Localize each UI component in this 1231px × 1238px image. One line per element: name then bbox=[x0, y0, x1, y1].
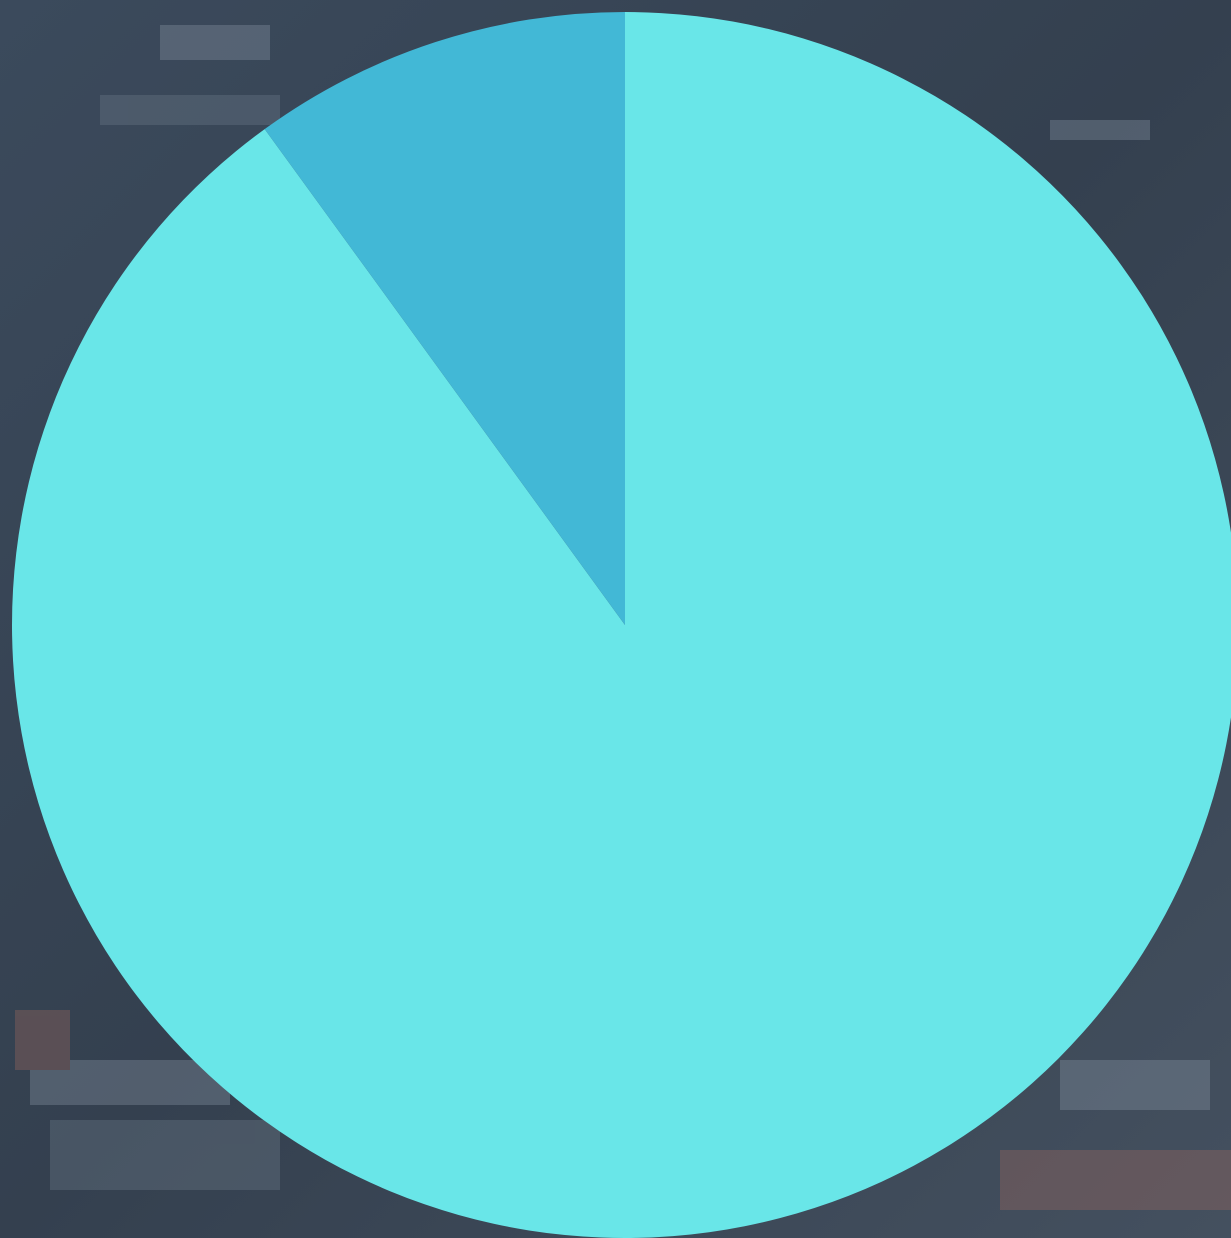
pie bbox=[12, 12, 1231, 1238]
pie-slice bbox=[12, 12, 1231, 1238]
background-texture bbox=[15, 25, 1231, 1210]
pie-slice bbox=[264, 12, 625, 625]
